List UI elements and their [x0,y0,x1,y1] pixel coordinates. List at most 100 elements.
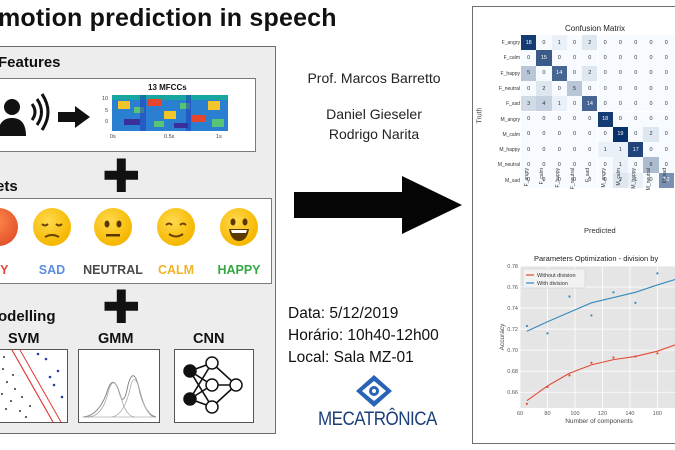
matrix-cell: 0 [597,172,613,188]
data-point [546,332,549,335]
matrix-cell: 0 [597,126,613,143]
spectrogram-figure: 13 MFCCs 10 5 0 0s 0.5s 1s [98,83,232,147]
matrix-cell: 2 [643,126,659,143]
matrix-cell: 0 [643,65,659,81]
matrix-cell: 0 [658,65,674,81]
matrix-cell: 0 [658,157,674,173]
matrix-row-label: F_neutral [498,85,520,92]
matrix-row-label: F_happy [500,70,520,77]
matrix-cell: 0 [536,65,552,81]
student-name: Rodrigo Narita [328,126,420,142]
y-tick-label: 0.78 [507,264,518,270]
matrix-row-label: F_calm [503,55,520,62]
matrix-col-label: M_calm [615,168,622,186]
matrix-cell: 0 [658,142,674,158]
matrix-row-label: M_calm [502,131,520,138]
series-line [526,344,675,402]
matrix-cell: 1 [612,157,629,173]
parameters-chart: 0.66 0.68 0.70 0.72 0.74 0.76 0.78 60 80 100 120 14… [499,264,675,425]
matrix-row-label: M_happy [499,147,520,154]
matrix-row-label: M_neutral [497,162,520,169]
mecatronica-logo-icon [356,375,392,407]
matrix-cell: 0 [551,50,567,66]
matrix-col-label: M_happy [631,168,638,189]
data-point [525,324,528,328]
matrix-col-label: F_calm [539,168,546,185]
matrix-col-label: F_sad [585,168,592,182]
matrix-cell: 5 [566,80,583,97]
matrix-cell: 0 [643,50,659,66]
matrix-cell: 2 [536,80,552,97]
y-tick-label: 0.72 [507,327,518,333]
matrix-cell: 2 [582,35,598,51]
legend-label: Without division [537,273,576,279]
matrix-cell: 17 [628,142,644,158]
matrix-cell: 0 [582,80,598,97]
matrix-cell: 10 [658,172,674,188]
matrix-cell: 0 [521,172,537,188]
speaker-person-icon [0,93,50,136]
calm-face-icon [157,208,195,246]
matrix-cell: 0 [582,172,598,188]
x-tick: 1s [216,134,222,140]
matrix-cell: 0 [521,50,537,66]
matrix-cell: 19 [612,126,629,143]
data-point [590,361,593,364]
matrix-cell: 0 [628,80,644,97]
matrix-cell: 0 [643,96,659,112]
gmm-figure [78,349,160,423]
modelling-label: odelling [0,308,56,325]
x-tick-label: 100 [570,411,579,417]
matrix-cell: 0 [628,50,644,66]
poster-title: motion prediction in speech [0,4,337,32]
x-tick: 0.5s [164,134,175,140]
matrix-cell: 1 [597,142,613,158]
y-tick: 0 [105,119,109,125]
matrix-col-label: M_neutral [646,168,653,191]
matrix-cell: 0 [643,142,659,158]
matrix-cell: 0 [566,111,583,127]
x-tick-label: 120 [598,411,607,417]
matrix-cell: 0 [597,80,613,97]
data-point [546,385,549,389]
matrix-cell: 0 [582,142,598,158]
data-point [590,314,593,317]
matrix-cell: 0 [628,126,644,143]
cnn-figure [174,349,254,423]
angry-face-icon [0,208,18,246]
emotion-label-calm: CALM [157,263,195,277]
event-time: Horário: 10h40-12h00 [288,327,439,344]
matrix-cell: 0 [597,157,613,173]
matrix-cell: 0 [612,50,629,66]
matrix-cell: 0 [521,126,537,143]
data-point [634,301,637,304]
mfcc-heatmap [112,95,228,131]
matrix-cell: 0 [551,142,567,158]
matrix-cell: 0 [551,126,567,143]
matrix-cell: 0 [536,157,552,173]
matrix-row-label: F_angry [501,40,520,46]
data-point [612,356,615,359]
data-point [568,295,571,298]
matrix-col-label: F_happy [554,168,561,188]
matrix-cell: 0 [643,172,659,188]
matrix-cell: 0 [582,157,598,173]
matrix-cell: 1 [612,142,629,158]
matrix-cell: 0 [551,172,567,188]
matrix-cell: 18 [597,111,613,127]
svm-figure [0,349,68,423]
matrix-cell: 14 [582,96,598,112]
matrix-cell: 0 [566,50,583,66]
matrix-cell: 0 [643,80,659,97]
data-point [612,291,615,294]
matrix-cell: 0 [597,50,613,66]
matrix-cell: 0 [566,172,583,188]
matrix-cell: 0 [536,111,552,127]
matrix-cell: 0 [566,35,583,51]
legend-box [522,268,586,289]
matrix-cell: 0 [521,157,537,173]
matrix-cell: 0 [566,126,583,143]
emotion-label-neutral: NEUTRAL [83,263,143,277]
data-point [656,272,659,275]
data-point [525,402,528,405]
